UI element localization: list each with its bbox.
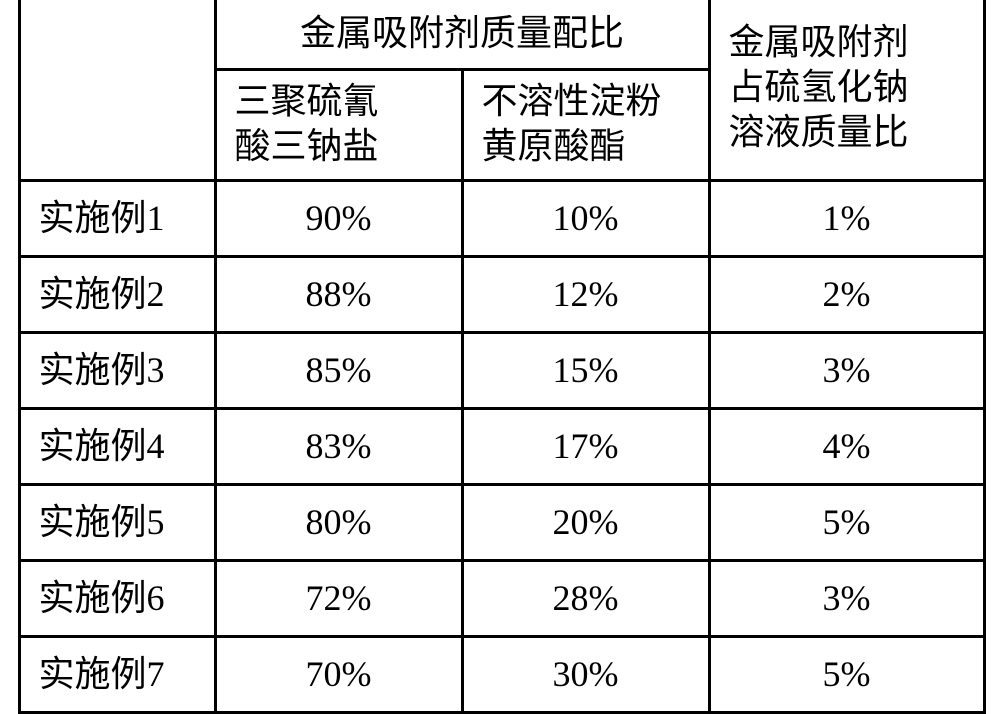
table-header-col-a-line1: 三聚硫氰 [235, 79, 451, 124]
table-row: 实施例1 90% 10% 1% [19, 180, 984, 256]
row-label: 实施例4 [19, 408, 215, 484]
cell-col-b: 12% [462, 256, 709, 332]
table-row: 实施例6 72% 28% 3% [19, 560, 984, 636]
table-header-blank [19, 0, 215, 180]
row-label: 实施例1 [19, 180, 215, 256]
table-header-group-ab: 金属吸附剂质量配比 [215, 0, 709, 69]
table-header-col-c: 金属吸附剂 占硫氢化钠 溶液质量比 [709, 0, 984, 180]
cell-col-c: 5% [709, 484, 984, 560]
row-label: 实施例3 [19, 332, 215, 408]
cell-col-c: 3% [709, 332, 984, 408]
table-body: 实施例1 90% 10% 1% 实施例2 88% 12% 2% 实施例3 85%… [19, 180, 984, 712]
cell-col-a: 90% [215, 180, 462, 256]
cell-col-c: 5% [709, 636, 984, 712]
table-header-col-c-line2: 占硫氢化钠 [729, 65, 973, 110]
table-header-row-1: 金属吸附剂质量配比 金属吸附剂 占硫氢化钠 溶液质量比 [19, 0, 984, 69]
cell-col-b: 15% [462, 332, 709, 408]
cell-col-c: 3% [709, 560, 984, 636]
table-header-col-c-line3: 溶液质量比 [729, 110, 973, 155]
cell-col-a: 80% [215, 484, 462, 560]
table-header-col-a-line2: 酸三钠盐 [235, 124, 451, 169]
cell-col-c: 1% [709, 180, 984, 256]
table-row: 实施例7 70% 30% 5% [19, 636, 984, 712]
table-header-col-b-line1: 不溶性淀粉 [482, 79, 698, 124]
table-header-col-a: 三聚硫氰 酸三钠盐 [215, 69, 462, 180]
cell-col-c: 4% [709, 408, 984, 484]
table-header-col-c-line1: 金属吸附剂 [729, 20, 973, 65]
table-header-col-b-line2: 黄原酸酯 [482, 124, 698, 169]
data-table: 金属吸附剂质量配比 金属吸附剂 占硫氢化钠 溶液质量比 三聚硫氰 酸三钠盐 不溶… [18, 0, 986, 714]
table-head: 金属吸附剂质量配比 金属吸附剂 占硫氢化钠 溶液质量比 三聚硫氰 酸三钠盐 不溶… [19, 0, 984, 180]
cell-col-b: 17% [462, 408, 709, 484]
cell-col-b: 28% [462, 560, 709, 636]
cell-col-a: 72% [215, 560, 462, 636]
table-row: 实施例2 88% 12% 2% [19, 256, 984, 332]
cell-col-b: 20% [462, 484, 709, 560]
row-label: 实施例5 [19, 484, 215, 560]
table-row: 实施例5 80% 20% 5% [19, 484, 984, 560]
cell-col-c: 2% [709, 256, 984, 332]
cell-col-a: 70% [215, 636, 462, 712]
cell-col-a: 88% [215, 256, 462, 332]
row-label: 实施例7 [19, 636, 215, 712]
table-row: 实施例3 85% 15% 3% [19, 332, 984, 408]
table-header-col-b: 不溶性淀粉 黄原酸酯 [462, 69, 709, 180]
row-label: 实施例6 [19, 560, 215, 636]
table-row: 实施例4 83% 17% 4% [19, 408, 984, 484]
cell-col-b: 10% [462, 180, 709, 256]
row-label: 实施例2 [19, 256, 215, 332]
data-table-container: 金属吸附剂质量配比 金属吸附剂 占硫氢化钠 溶液质量比 三聚硫氰 酸三钠盐 不溶… [18, 0, 983, 714]
cell-col-a: 85% [215, 332, 462, 408]
cell-col-a: 83% [215, 408, 462, 484]
cell-col-b: 30% [462, 636, 709, 712]
